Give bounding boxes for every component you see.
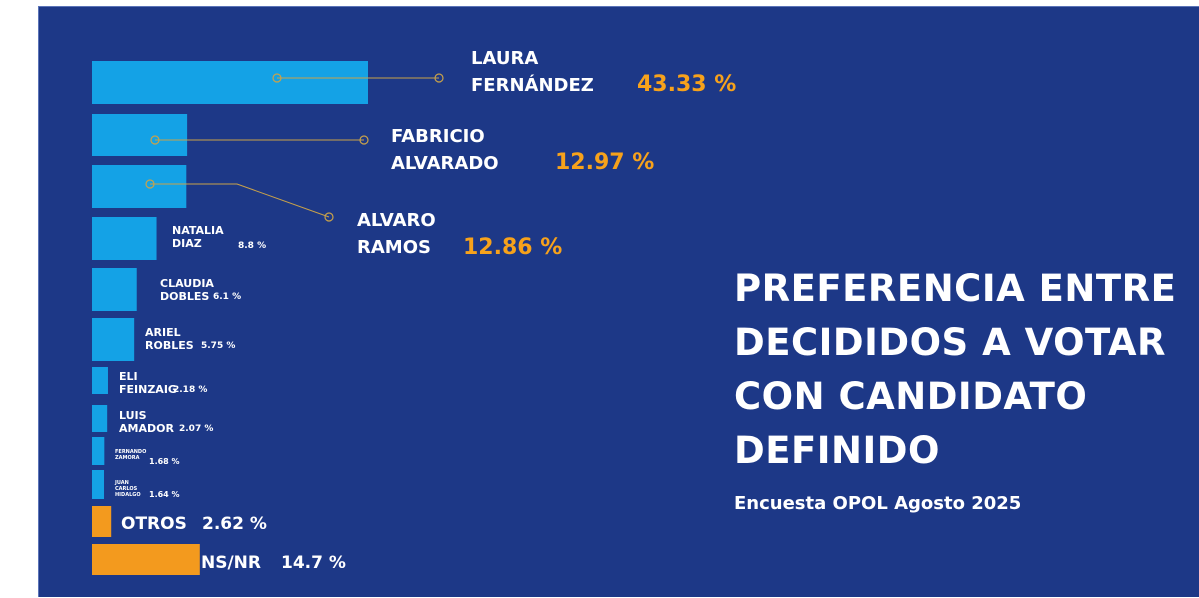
- callout-line-2: [150, 183, 330, 218]
- bar-label-5-line-1: ROBLES: [145, 339, 194, 352]
- callout-dot-end-1: [359, 135, 369, 145]
- bar-value-1: 12.97 %: [555, 150, 654, 175]
- bar-value-10: 2.62 %: [202, 514, 267, 534]
- bar-2: [92, 165, 187, 208]
- bar-value-0: 43.33 %: [637, 72, 736, 97]
- bar-value-6: 2.18 %: [173, 385, 207, 395]
- bar-3: [92, 217, 157, 260]
- bar-value-2: 12.86 %: [463, 235, 562, 260]
- bar-label-0-line-0: LAURA: [471, 48, 538, 69]
- bar-value-8: 1.68 %: [149, 457, 180, 466]
- bar-label-9-line-0: JUAN: [114, 480, 129, 486]
- bar-label-2-line-0: ALVARO: [357, 210, 436, 231]
- bar-value-9: 1.64 %: [149, 490, 180, 499]
- bar-label-0-line-1: FERNÁNDEZ: [471, 74, 594, 96]
- title-line-1: PREFERENCIA ENTRE: [734, 267, 1177, 310]
- bar-4: [92, 268, 137, 311]
- bar-label-5-line-0: ARIEL: [145, 326, 181, 339]
- bar-9: [92, 470, 105, 499]
- bar-value-4: 6.1 %: [213, 292, 241, 302]
- bar-7: [92, 405, 108, 432]
- bar-label-6-line-0: ELI: [119, 370, 138, 383]
- bar-label-3-line-0: NATALIA: [172, 224, 224, 237]
- bar-6: [92, 367, 108, 394]
- bar-label-8-line-0: FERNANDO: [115, 449, 146, 455]
- callout-dot-start-0: [272, 73, 282, 83]
- bar-label-1-line-1: ALVARADO: [391, 153, 499, 174]
- bar-8: [92, 437, 105, 465]
- bar-value-3: 8.8 %: [238, 241, 266, 251]
- chart-title: PREFERENCIA ENTRE DECIDIDOS A VOTAR CON …: [734, 262, 1199, 478]
- bar-chart: LAURA FERNÁNDEZ 43.33 % FABRICIO ALVARADO 12.…: [92, 48, 736, 575]
- bar-label-4-line-1: DOBLES: [160, 290, 209, 303]
- bar-label-1-line-0: FABRICIO: [391, 126, 485, 147]
- title-line-3: CON CANDIDATO: [734, 375, 1088, 418]
- bar-label-6-line-1: FEINZAIG: [119, 383, 177, 396]
- callout-dot-start-2: [145, 179, 155, 189]
- callout-dot-end-0: [434, 73, 444, 83]
- bar-1: [92, 114, 188, 156]
- bar-value-5: 5.75 %: [201, 341, 235, 351]
- bar-label-9-line-1: CARLOS: [115, 486, 138, 492]
- callout-dot-end-2: [324, 212, 334, 222]
- title-line-4: DEFINIDO: [734, 429, 940, 472]
- bar-label-7-line-1: AMADOR: [119, 422, 174, 435]
- bar-label-7-line-0: LUIS: [119, 409, 147, 422]
- bar-value-7: 2.07 %: [179, 424, 213, 434]
- bar-11: [92, 544, 200, 575]
- bar-label-10-line-0: OTROS: [121, 514, 187, 534]
- bar-label-2-line-1: RAMOS: [357, 237, 431, 258]
- bar-label-4-line-0: CLAUDIA: [160, 277, 214, 290]
- bar-5: [92, 318, 135, 361]
- bar-label-11-line-0: NS/NR: [201, 553, 261, 573]
- chart-panel: LAURA FERNÁNDEZ 43.33 % FABRICIO ALVARADO 12.…: [38, 6, 1199, 597]
- callout-dot-start-1: [150, 135, 160, 145]
- bar-label-3-line-1: DIAZ: [172, 237, 202, 250]
- bar-label-8-line-1: ZAMORA: [115, 455, 140, 461]
- bar-10: [92, 506, 112, 537]
- chart-subtitle: Encuesta OPOL Agosto 2025: [734, 493, 1022, 514]
- bar-value-11: 14.7 %: [281, 553, 346, 573]
- bar-0: [92, 61, 368, 104]
- bar-label-9-line-2: HIDALGO: [115, 492, 141, 498]
- title-line-2: DECIDIDOS A VOTAR: [734, 321, 1167, 364]
